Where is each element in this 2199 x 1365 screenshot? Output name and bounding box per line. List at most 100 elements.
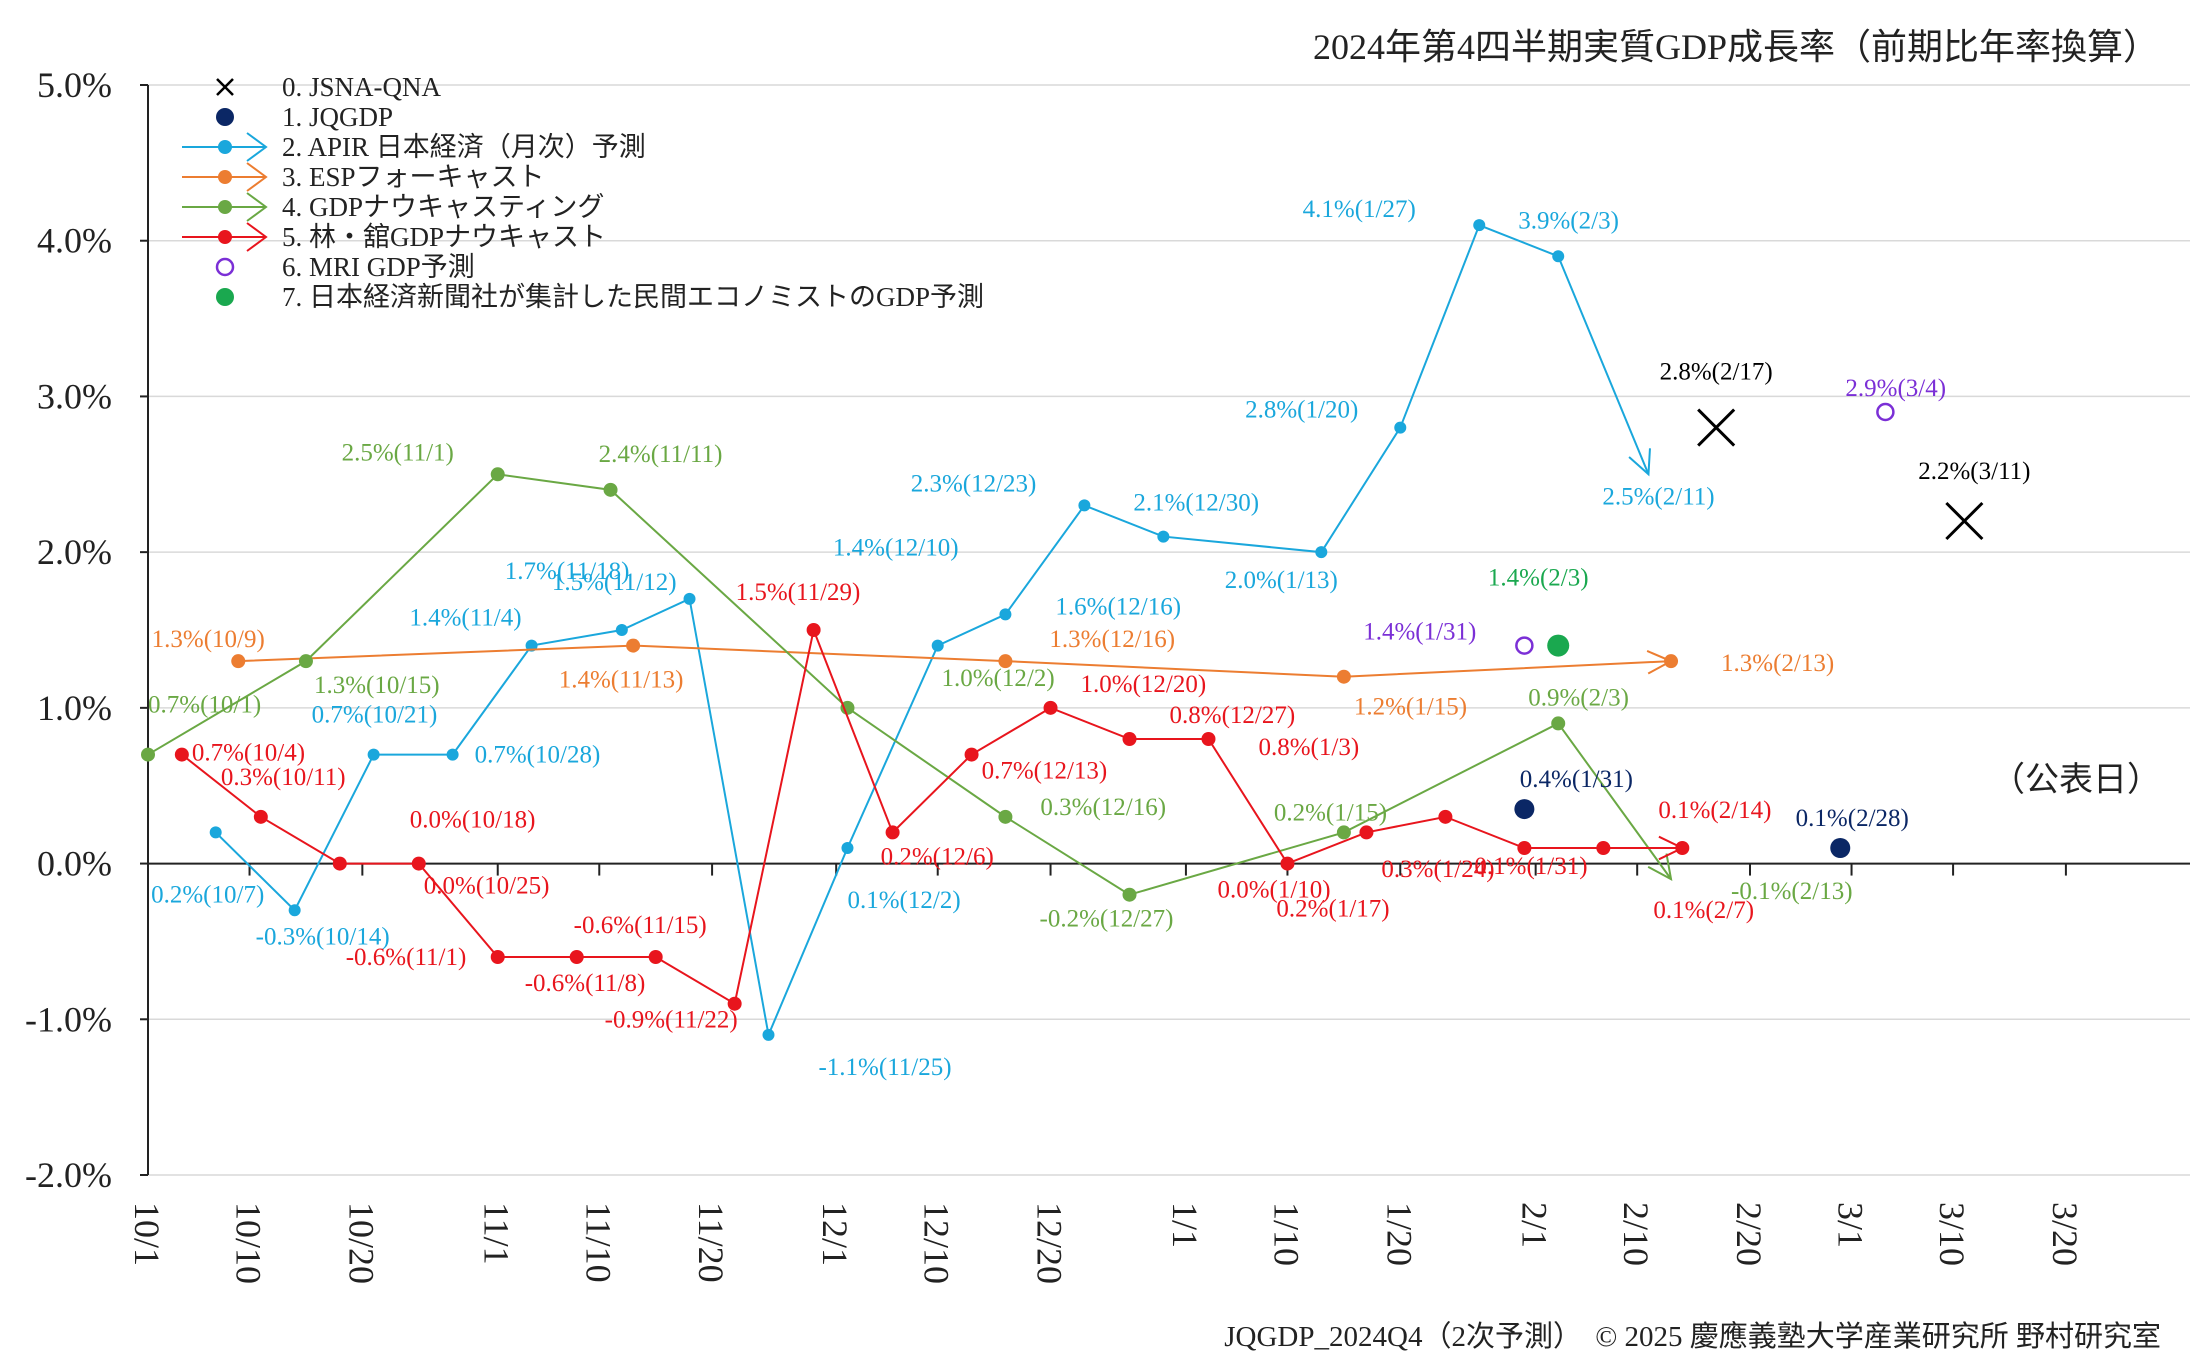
data-point (332, 856, 347, 871)
data-label: 2.1%(12/30) (1133, 490, 1259, 517)
data-label: 0.2%(12/6) (881, 843, 994, 870)
legend-marker (216, 108, 234, 126)
legend-item: 5. 林・舘GDPナウキャスト (182, 222, 606, 252)
data-point (1664, 654, 1679, 669)
data-label: 2.9%(3/4) (1845, 375, 1946, 402)
legend-arrow (246, 132, 268, 162)
data-point (253, 809, 268, 824)
legend-item: 6. MRI GDP予測 (215, 252, 475, 282)
x-tick-label: 1/10 (1266, 1202, 1306, 1266)
data-point (841, 842, 854, 854)
series-line (147, 473, 1672, 896)
footer-credit: JQGDP_2024Q4（2次予測） © 2025 慶應義塾大学産業研究所 野村… (1218, 1313, 2161, 1355)
series-layer (141, 219, 1984, 1041)
legend-label: 5. 林・舘GDPナウキャスト (282, 222, 606, 252)
data-label: 0.7%(12/13) (982, 758, 1108, 785)
legend-marker (218, 170, 232, 184)
data-point (1830, 838, 1851, 858)
data-label: 1.3%(12/16) (1049, 626, 1175, 653)
data-label: 1.0%(12/2) (941, 665, 1054, 692)
data-label: 0.1%(2/7) (1653, 897, 1754, 924)
series-6 (1515, 402, 1895, 655)
legend-marker (218, 200, 232, 214)
data-label: 0.4%(1/31) (1520, 766, 1633, 793)
axes: 5.0% 4.0% 3.0% 2.0% 1.0% 0.0% -1.0% -2.0% 10/1 10… (25, 65, 2190, 1284)
data-point (1122, 732, 1137, 746)
data-label: 1.3%(2/13) (1721, 650, 1834, 677)
data-label: 0.7%(10/4) (192, 740, 305, 767)
data-point (446, 748, 459, 761)
legend-marker (216, 288, 234, 306)
series-0 (1697, 408, 1984, 541)
data-label: 0.2%(10/7) (151, 881, 264, 908)
x-tick-label: 3/10 (1932, 1202, 1972, 1266)
data-label: 0.0%(10/18) (410, 807, 536, 834)
data-label: -0.6%(11/15) (574, 912, 707, 939)
data-point (1514, 799, 1535, 820)
x-tick-label: 3/20 (2045, 1202, 2085, 1266)
x-axis-note: （公表日） (1991, 762, 2161, 799)
data-label: 0.2%(1/17) (1276, 895, 1389, 922)
data-point (1547, 634, 1570, 657)
data-label: 2.2%(3/11) (1918, 458, 2030, 485)
data-label: 1.5%(11/12) (552, 569, 677, 596)
arrow-head (1647, 853, 1673, 882)
data-point (231, 654, 246, 669)
series-2 (209, 219, 1651, 1041)
legend-marker (218, 140, 232, 154)
data-label-layer: 2.8%(2/17) 2.2%(3/11) 0.4%(1/31) 0.1%(2/28)… (148, 196, 2030, 1081)
data-label: 0.1%(12/2) (847, 887, 960, 914)
legend-label: 1. JQGDP (282, 102, 393, 132)
y-tick-label: 4.0% (37, 221, 112, 261)
data-label: 1.4%(1/31) (1363, 619, 1476, 646)
data-label: -0.2%(12/27) (1040, 906, 1174, 933)
data-point (1876, 402, 1895, 422)
data-point (1078, 499, 1091, 512)
data-label: 1.6%(12/16) (1055, 593, 1181, 620)
data-label: -0.3%(10/14) (256, 923, 390, 950)
data-point (1359, 825, 1374, 840)
data-label: 3.9%(2/3) (1518, 207, 1619, 234)
series-line (214, 223, 1650, 1039)
data-point (209, 826, 222, 839)
data-label: 0.8%(12/27) (1170, 702, 1296, 729)
data-label: 1.4%(2/3) (1488, 565, 1589, 592)
legend-label: 2. APIR 日本経済（月次）予測 (282, 132, 646, 162)
data-label: 2.4%(11/11) (599, 441, 723, 468)
data-label: 1.3%(10/15) (314, 672, 440, 699)
x-tick-label: 2/20 (1729, 1202, 1769, 1266)
y-tick-label: 1.0% (37, 688, 112, 728)
data-label: -1.1%(11/25) (818, 1054, 951, 1081)
data-point (490, 950, 505, 964)
data-point (1551, 716, 1566, 731)
data-point (1675, 841, 1690, 855)
data-point (174, 747, 189, 762)
data-label: -0.9%(11/22) (605, 1007, 738, 1034)
data-point (288, 904, 301, 917)
series-4 (141, 467, 1673, 902)
data-label: 1.3%(10/9) (152, 626, 265, 653)
data-point (490, 467, 505, 482)
data-point (1438, 809, 1453, 824)
data-point (885, 825, 900, 840)
data-label: 1.5%(11/29) (736, 579, 861, 606)
x-tick-label: 12/20 (1030, 1202, 1070, 1284)
x-tick-label: 11/20 (691, 1202, 731, 1283)
x-tick-label: 1/20 (1379, 1202, 1419, 1266)
data-label: 0.3%(1/24) (1381, 856, 1494, 883)
series-1 (1514, 799, 1851, 858)
data-label: 0.7%(10/28) (475, 742, 601, 769)
x-tick-label: 10/1 (127, 1202, 167, 1266)
y-tick-label: 3.0% (37, 376, 112, 416)
x-tick-label: 1/1 (1165, 1202, 1205, 1248)
data-label: 2.8%(1/20) (1245, 397, 1358, 424)
data-label: 0.7%(10/1) (148, 692, 261, 719)
data-point (998, 809, 1013, 824)
data-label: 2.5%(2/11) (1602, 483, 1714, 510)
grid-lines (148, 84, 2190, 1176)
legend-label: 7. 日本経済新聞社が集計した民間エコノミストのGDP予測 (282, 282, 984, 312)
credit-right: © 2025 慶應義塾大学産業研究所 野村研究室 (1595, 1321, 2161, 1353)
legend-item: 0. JSNA-QNA (216, 72, 442, 102)
data-label: 1.4%(11/13) (559, 667, 684, 694)
data-label: 0.0%(1/10) (1217, 877, 1330, 904)
